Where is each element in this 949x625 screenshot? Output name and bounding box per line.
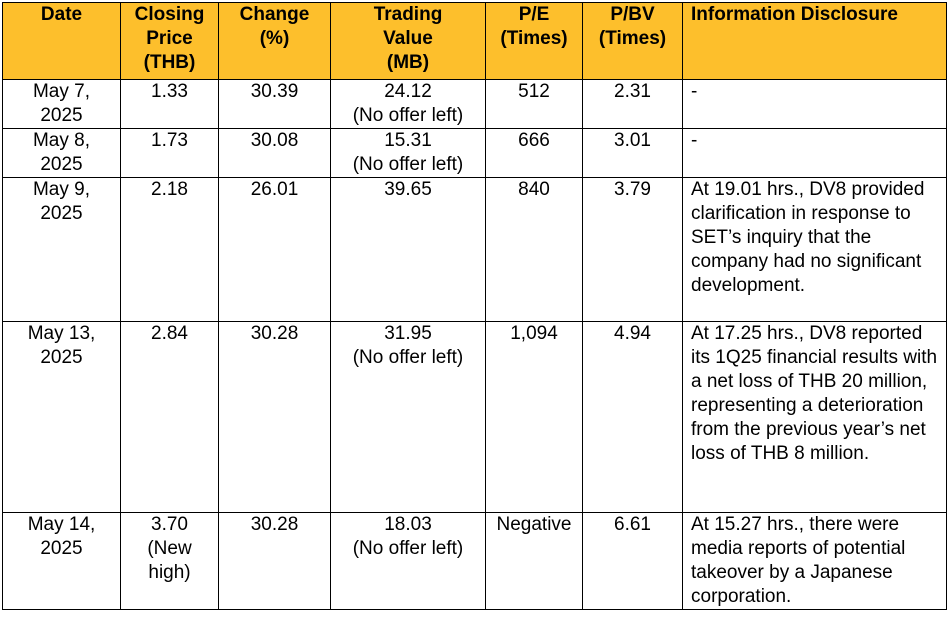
table-cell: 3.01 — [582, 128, 683, 178]
header-cell: Date — [2, 2, 121, 80]
table-cell: 26.01 — [218, 177, 331, 322]
price-table: Date Closing Price (THB) Change (%) Trading… — [2, 2, 947, 610]
table-cell: At 19.01 hrs., DV8 provided clarificatio… — [682, 177, 947, 322]
table-cell: Negative — [485, 512, 583, 610]
table-cell: 840 — [485, 177, 583, 322]
table-row: May 14, 2025 3.70 (New high) 30.28 18.03 (N… — [2, 512, 947, 610]
table-cell: May 14, 2025 — [2, 512, 121, 610]
table-row: May 7, 2025 1.33 30.39 24.12 (No offer left… — [2, 79, 947, 129]
table-cell: 1,094 — [485, 321, 583, 513]
table-cell: At 17.25 hrs., DV8 reported its 1Q25 fin… — [682, 321, 947, 513]
table-cell: At 15.27 hrs., there were media reports … — [682, 512, 947, 610]
table-cell: 31.95 (No offer left) — [330, 321, 486, 513]
table-cell: 30.28 — [218, 321, 331, 513]
table-cell: 15.31 (No offer left) — [330, 128, 486, 178]
table-cell: 30.08 — [218, 128, 331, 178]
header-row: Date Closing Price (THB) Change (%) Trading… — [2, 2, 947, 80]
table-cell: 3.79 — [582, 177, 683, 322]
table-cell: 4.94 — [582, 321, 683, 513]
table-cell: May 8, 2025 — [2, 128, 121, 178]
table-cell: 512 — [485, 79, 583, 129]
table-cell: 2.31 — [582, 79, 683, 129]
table-cell: 39.65 — [330, 177, 486, 322]
table-cell: 6.61 — [582, 512, 683, 610]
table-row: May 9, 2025 2.18 26.01 39.65 840 3.79 At 19.01… — [2, 177, 947, 322]
table-cell: 1.73 — [120, 128, 219, 178]
header-cell: P/E (Times) — [485, 2, 583, 80]
header-cell: Change (%) — [218, 2, 331, 80]
table-cell: 24.12 (No offer left) — [330, 79, 486, 129]
table-cell: 18.03 (No offer left) — [330, 512, 486, 610]
table-cell: 2.18 — [120, 177, 219, 322]
table-cell: - — [682, 79, 947, 129]
table-cell: 1.33 — [120, 79, 219, 129]
table-cell: 30.39 — [218, 79, 331, 129]
table-cell: 666 — [485, 128, 583, 178]
header-cell: P/BV (Times) — [582, 2, 683, 80]
table-body: May 7, 2025 1.33 30.39 24.12 (No offer left… — [2, 79, 947, 610]
header-cell: Information Disclosure — [682, 2, 947, 80]
table-row: May 8, 2025 1.73 30.08 15.31 (No offer left… — [2, 128, 947, 178]
table-cell: 2.84 — [120, 321, 219, 513]
table-cell: May 7, 2025 — [2, 79, 121, 129]
table-cell: - — [682, 128, 947, 178]
header-cell: Closing Price (THB) — [120, 2, 219, 80]
table-row: May 13, 2025 2.84 30.28 31.95 (No offer lef… — [2, 321, 947, 513]
table-cell: May 13, 2025 — [2, 321, 121, 513]
header-cell: Trading Value (MB) — [330, 2, 486, 80]
table-cell: 30.28 — [218, 512, 331, 610]
table-cell: 3.70 (New high) — [120, 512, 219, 610]
table-cell: May 9, 2025 — [2, 177, 121, 322]
